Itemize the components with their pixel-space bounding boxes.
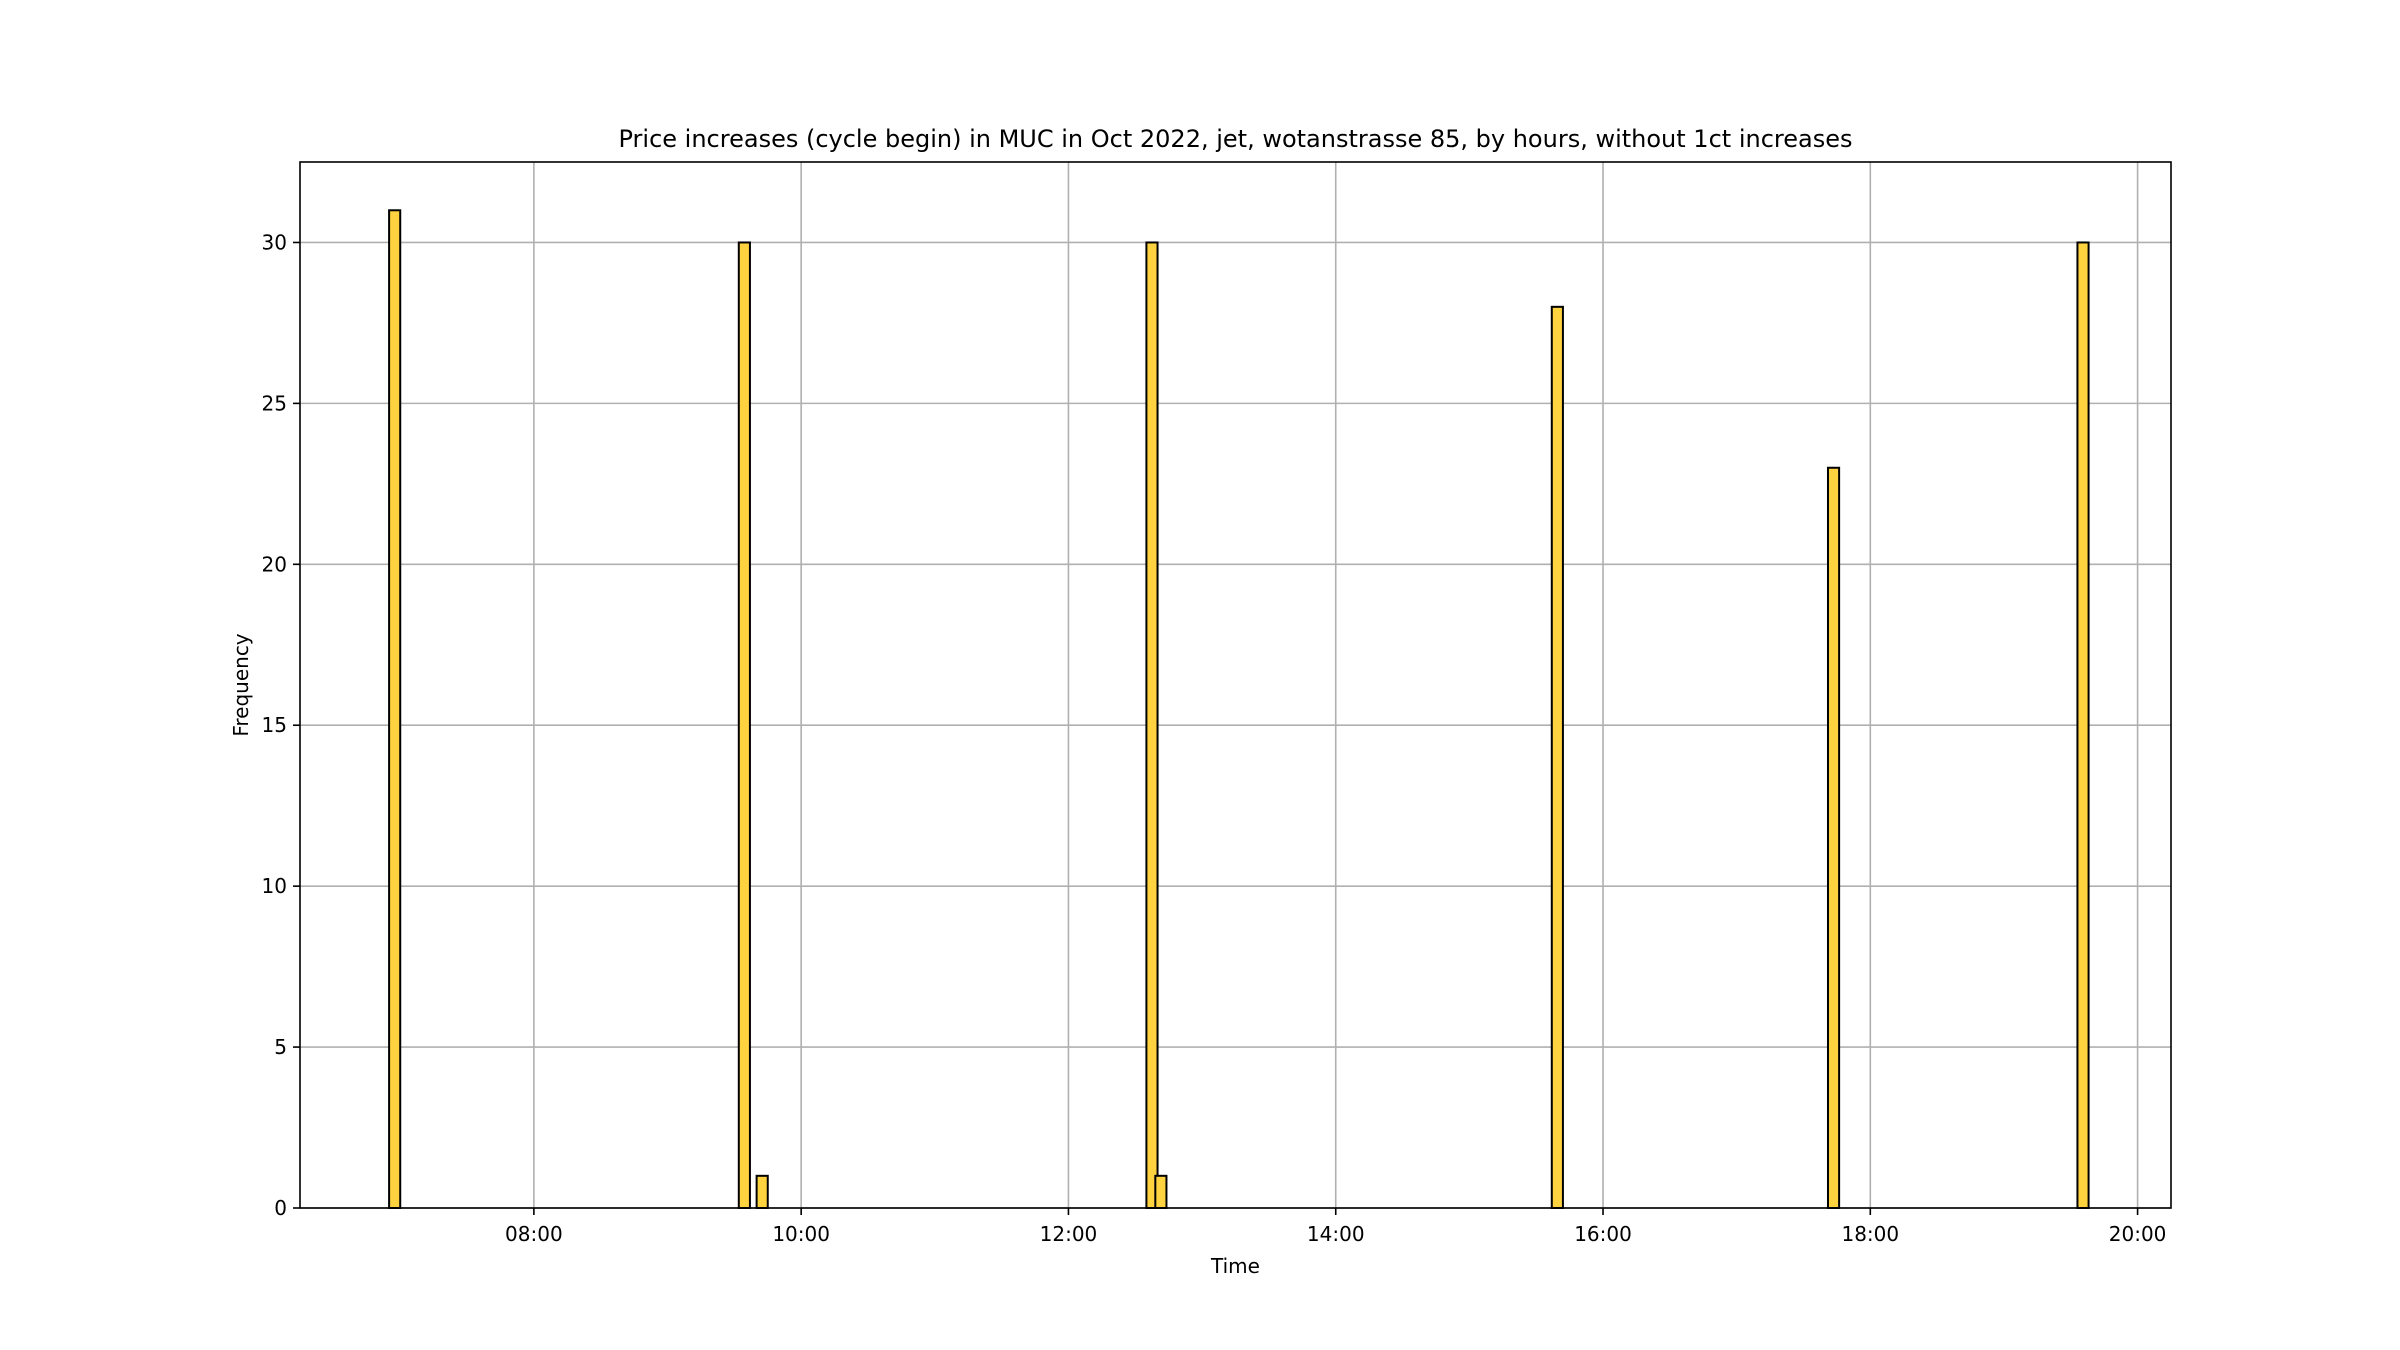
y-axis-label: Frequency	[229, 633, 253, 736]
histogram-bar	[1145, 241, 1159, 1209]
ticks-layer: 08:00 10:00 12:00 14:00 16:00 18:00 20:00 0 5 10 1…	[262, 230, 2167, 1246]
x-tick-label: 18:00	[1841, 1222, 1899, 1246]
plot-frame	[299, 161, 2172, 1209]
histogram-bar	[388, 209, 402, 1209]
x-tick-label: 14:00	[1307, 1222, 1365, 1246]
grid-layer	[300, 162, 2171, 1209]
x-tick-label: 16:00	[1574, 1222, 1632, 1246]
x-tick-label: 10:00	[772, 1222, 830, 1246]
histogram-bar	[737, 241, 751, 1209]
y-tick-label: 5	[274, 1035, 287, 1059]
histogram-bar	[755, 1174, 769, 1210]
chart-title: Price increases (cycle begin) in MUC in …	[619, 125, 1853, 153]
x-tick-label: 20:00	[2109, 1222, 2167, 1246]
histogram-bar	[2076, 241, 2090, 1209]
y-tick-label: 30	[262, 230, 287, 254]
y-tick-label: 20	[262, 552, 287, 576]
bars-layer	[388, 209, 2090, 1210]
x-tick-label: 12:00	[1040, 1222, 1098, 1246]
y-tick-label: 15	[262, 713, 287, 737]
y-tick-label: 0	[274, 1196, 287, 1220]
histogram-bar	[1826, 466, 1841, 1209]
x-tick-label: 08:00	[505, 1222, 563, 1246]
y-tick-label: 25	[262, 391, 287, 415]
y-tick-label: 10	[262, 874, 287, 898]
x-axis-label: Time	[1210, 1254, 1260, 1278]
histogram-bar	[1550, 305, 1564, 1210]
histogram-bar	[1154, 1174, 1168, 1210]
